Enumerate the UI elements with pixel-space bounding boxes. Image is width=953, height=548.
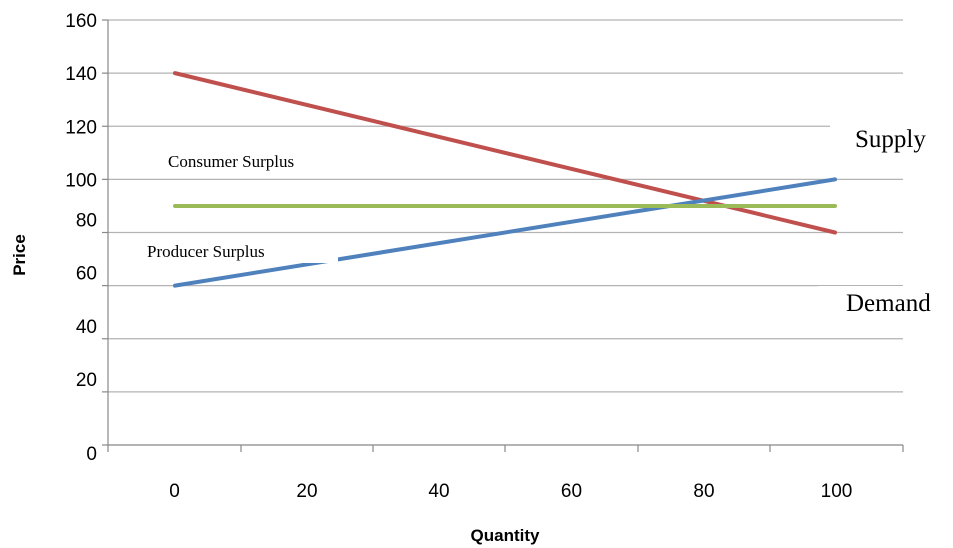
x-tick-label-100: 100 bbox=[821, 481, 853, 502]
x-tick-label-40: 40 bbox=[428, 481, 449, 502]
producer-surplus-label: Producer Surplus bbox=[147, 242, 265, 261]
producer-surplus-label-bg bbox=[140, 235, 338, 263]
series-lines bbox=[173, 71, 837, 288]
y-tick-label-60: 60 bbox=[76, 264, 97, 285]
supply-line bbox=[173, 177, 837, 288]
y-tick-label-20: 20 bbox=[76, 370, 97, 391]
x-tick-label-20: 20 bbox=[296, 481, 317, 502]
axes bbox=[102, 19, 904, 452]
y-tick-label-0: 0 bbox=[86, 444, 97, 465]
consumer-surplus-label: Consumer Surplus bbox=[168, 152, 294, 171]
y-tick-label-160: 160 bbox=[65, 11, 97, 32]
y-tick-label-140: 140 bbox=[65, 64, 97, 85]
gridlines bbox=[108, 19, 903, 393]
y-tick-label-80: 80 bbox=[76, 211, 97, 232]
x-tick-label-0: 0 bbox=[169, 481, 180, 502]
x-tick-label-80: 80 bbox=[693, 481, 714, 502]
consumer-surplus-label-bg bbox=[145, 146, 390, 178]
y-axis-title: Price bbox=[10, 234, 29, 276]
tick-labels: 0 20 40 60 80 100 120 140 160 0 20 40 60 80 100 bbox=[65, 11, 852, 502]
y-tick-label-120: 120 bbox=[65, 117, 97, 138]
annotations: Consumer Surplus Producer Surplus Supply… bbox=[140, 118, 953, 326]
y-tick-label-100: 100 bbox=[65, 170, 97, 191]
demand-label: Demand bbox=[846, 290, 931, 317]
supply-label-bg bbox=[830, 118, 953, 158]
x-tick-label-60: 60 bbox=[561, 481, 582, 502]
x-axis-title: Quantity bbox=[471, 526, 540, 545]
y-tick-label-40: 40 bbox=[76, 317, 97, 338]
supply-label: Supply bbox=[855, 126, 926, 153]
demand-label-bg bbox=[818, 286, 953, 326]
